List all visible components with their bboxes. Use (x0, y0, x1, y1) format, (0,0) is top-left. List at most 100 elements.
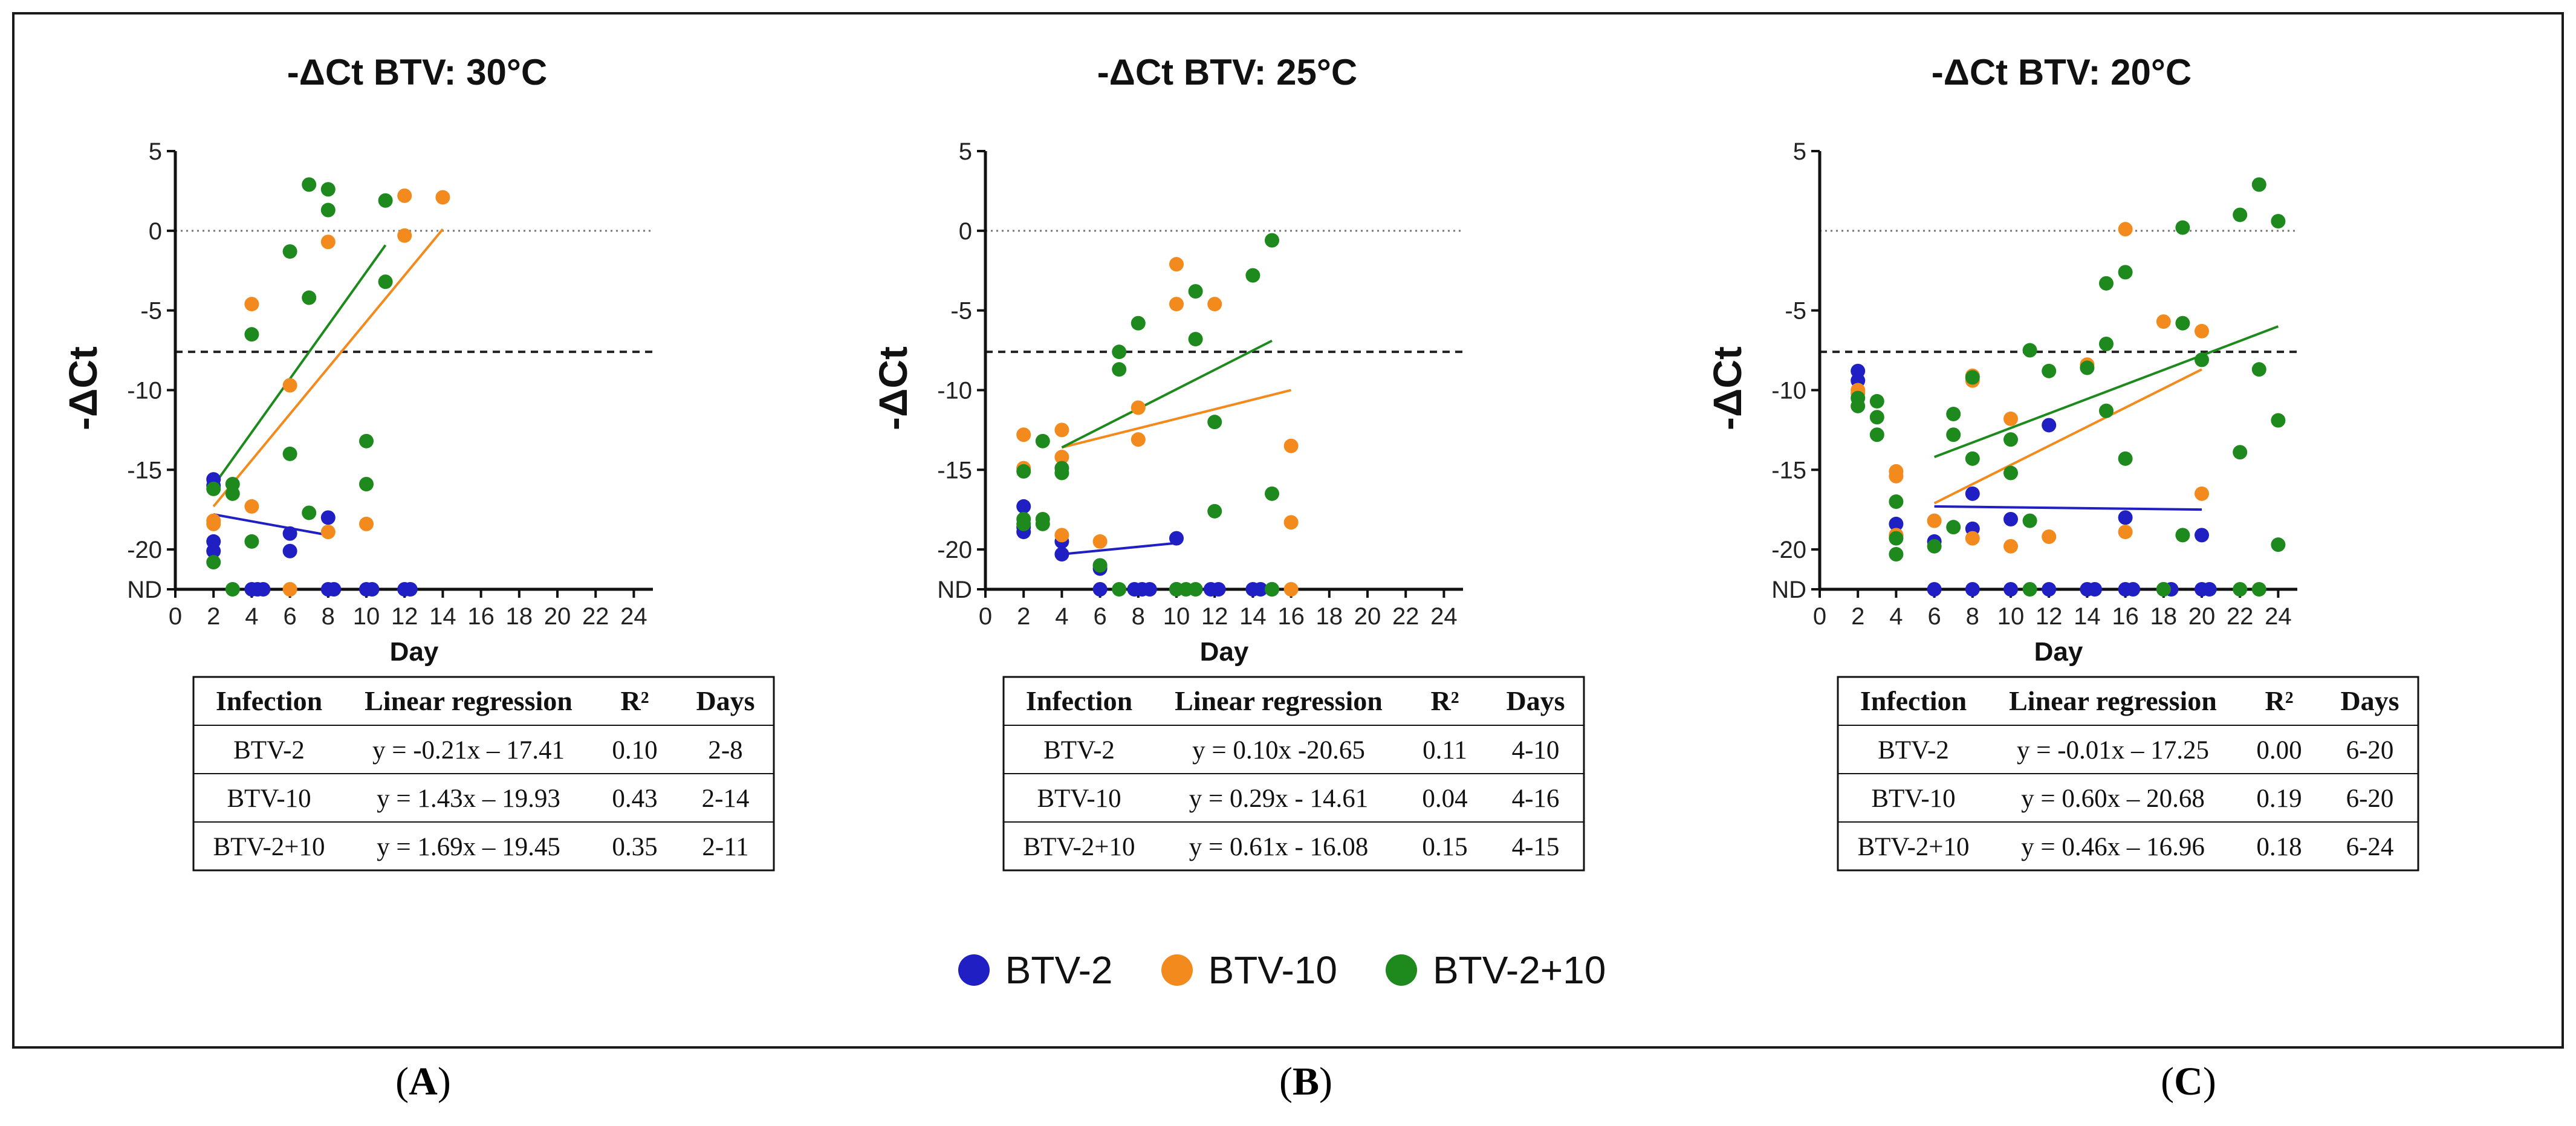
data-point-btv-2-10 (2003, 465, 2018, 480)
x-tick-label: 18 (1316, 603, 1343, 630)
x-tick-label: 24 (620, 603, 647, 630)
figure-frame (12, 12, 2564, 1049)
data-point-btv-2-10 (206, 481, 221, 496)
table-cell: y = 1.69x – 19.45 (377, 833, 560, 861)
x-tick-label: 0 (979, 603, 992, 630)
x-tick-label: 22 (2227, 603, 2254, 630)
data-point-btv-10 (206, 516, 221, 531)
data-point-btv-2 (1092, 582, 1108, 597)
table-header-cell: R² (2265, 685, 2293, 716)
data-point-btv-10 (2042, 529, 2057, 544)
fit-line-btv-10 (1061, 389, 1292, 449)
data-point-btv-2-10 (244, 534, 259, 549)
x-tick-label: 4 (1889, 603, 1903, 630)
y-tick-label: -5 (950, 298, 972, 325)
data-point-btv-2 (1927, 582, 1942, 597)
data-point-btv-2-10 (1245, 268, 1260, 283)
legend-marker-btv-10 (1161, 954, 1193, 986)
data-point-btv-10 (1283, 515, 1299, 530)
x-tick-label: 18 (2150, 603, 2178, 630)
data-point-btv-2 (403, 582, 418, 597)
table-cell: 2-14 (702, 785, 750, 813)
data-point-btv-2-10 (2271, 537, 2286, 552)
table-header-cell: Days (2340, 685, 2399, 716)
data-point-btv-2 (2042, 418, 2057, 433)
data-point-btv-10 (1169, 297, 1184, 312)
data-point-btv-2 (1965, 486, 1980, 501)
data-point-btv-10 (320, 525, 336, 540)
data-point-btv-2-10 (320, 202, 336, 218)
data-point-btv-2-10 (1889, 531, 1904, 546)
data-point-btv-2-10 (378, 193, 393, 208)
y-tick-label: -10 (1771, 377, 1806, 404)
x-tick-label: 10 (1997, 603, 2025, 630)
data-point-btv-2-10 (1035, 433, 1050, 448)
table-header-cell: Infection (1860, 685, 1967, 716)
data-point-btv-10 (2003, 411, 2018, 426)
x-tick-label: 10 (353, 603, 380, 630)
data-point-btv-2-10 (1112, 582, 1127, 597)
legend-item-btv-2-10: BTV-2+10 (1385, 948, 1618, 992)
table-cell: y = -0.21x – 17.41 (372, 736, 565, 765)
data-point-btv-2-10 (2099, 403, 2114, 418)
table-cell: BTV-2+10 (1857, 833, 1969, 861)
panel-caption-a: (A) (395, 1060, 451, 1104)
data-point-btv-2-10 (1927, 539, 1942, 554)
table-cell: 6-20 (2346, 736, 2394, 765)
fit-line-btv-2-10 (1933, 325, 2279, 459)
legend-item-btv-10: BTV-10 (1161, 948, 1349, 992)
fit-line-btv-2 (1934, 505, 2202, 511)
data-point-btv-2-10 (2175, 315, 2190, 331)
legend-marker-btv-2 (958, 954, 990, 986)
data-point-btv-2 (320, 510, 336, 525)
data-point-btv-2-10 (2080, 360, 2095, 375)
data-point-btv-2-10 (1869, 427, 1884, 442)
data-point-btv-2-10 (320, 182, 336, 197)
data-point-btv-10 (320, 235, 336, 250)
data-point-btv-2-10 (2271, 214, 2286, 228)
data-point-btv-10 (244, 297, 259, 312)
table-cell: 0.10 (612, 736, 657, 765)
data-point-btv-2 (1253, 582, 1268, 597)
data-point-btv-2 (2118, 510, 2133, 525)
data-point-btv-10 (1169, 257, 1184, 272)
x-tick-label: 4 (245, 603, 258, 630)
x-axis-label: Day (390, 637, 439, 667)
data-point-btv-2-10 (1188, 332, 1203, 347)
data-point-btv-2-10 (2233, 445, 2248, 460)
data-point-btv-10 (1283, 438, 1299, 453)
data-point-btv-10 (2195, 323, 2209, 338)
data-point-btv-10 (1054, 528, 1069, 543)
data-point-btv-2-10 (2003, 432, 2018, 447)
x-tick-label: 10 (1163, 603, 1190, 630)
legend-label-btv-2-10: BTV-2+10 (1432, 948, 1606, 992)
y-tick-label: 5 (149, 138, 162, 165)
table-header-cell: Linear regression (1175, 685, 1383, 716)
data-point-btv-2-10 (1869, 410, 1884, 425)
data-point-btv-10 (1054, 450, 1069, 465)
data-point-btv-2 (1889, 516, 1904, 531)
x-tick-label: 12 (2036, 603, 2063, 630)
data-point-btv-10 (282, 582, 297, 597)
data-point-btv-2-10 (244, 327, 259, 342)
data-point-btv-2-10 (1889, 547, 1904, 561)
data-point-btv-2-10 (2195, 352, 2209, 367)
data-point-btv-2 (206, 543, 221, 558)
data-point-btv-10 (282, 378, 297, 393)
data-point-btv-2-10 (1265, 233, 1279, 248)
x-tick-label: 18 (506, 603, 533, 630)
x-tick-label: 16 (1277, 603, 1305, 630)
y-tick-label: -5 (1785, 298, 1806, 325)
data-point-btv-10 (1131, 400, 1146, 415)
table-cell: BTV-10 (1037, 785, 1121, 813)
data-point-btv-2-10 (2156, 582, 2171, 597)
data-point-btv-2-10 (1188, 582, 1203, 597)
table-cell: BTV-2 (1043, 736, 1115, 765)
data-point-btv-2-10 (2233, 207, 2248, 222)
data-point-btv-2-10 (1265, 582, 1279, 597)
table-cell: BTV-10 (1871, 785, 1955, 813)
data-point-btv-2-10 (359, 433, 374, 448)
data-point-btv-2-10 (359, 477, 374, 491)
x-tick-label: 24 (2265, 603, 2292, 630)
data-point-btv-2 (1054, 547, 1069, 561)
